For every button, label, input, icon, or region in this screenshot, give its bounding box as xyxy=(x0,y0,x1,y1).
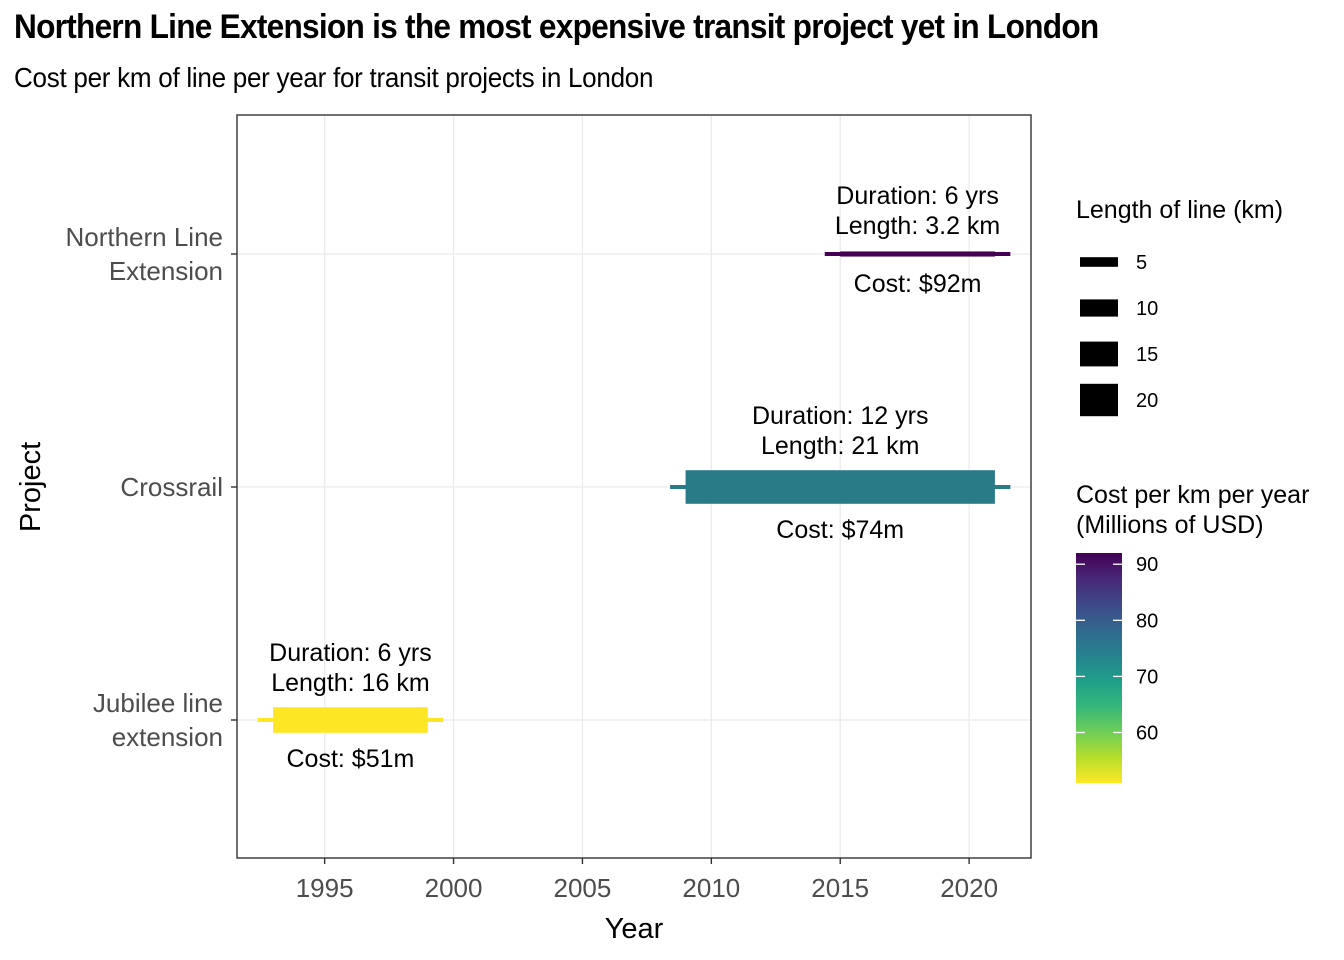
size-legend-label: 20 xyxy=(1136,390,1158,412)
x-tick-label: 2000 xyxy=(425,873,483,903)
colorbar xyxy=(1076,553,1122,783)
colorbar-label: 80 xyxy=(1136,610,1158,632)
size-legend-key xyxy=(1080,341,1118,367)
size-legend-label: 5 xyxy=(1136,252,1147,274)
size-legend-label: 15 xyxy=(1136,344,1158,366)
duration-label: Duration: 12 yrs xyxy=(752,402,928,430)
size-legend-key xyxy=(1080,299,1118,317)
duration-label: Duration: 6 yrs xyxy=(269,639,432,667)
x-tick-label: 2015 xyxy=(811,873,869,903)
x-tick-label: 1995 xyxy=(296,873,354,903)
colorbar-label: 90 xyxy=(1136,554,1158,576)
bars xyxy=(257,251,1011,733)
project-bar xyxy=(273,707,428,733)
cost-label: Cost: $92m xyxy=(854,270,982,298)
y-tick-label: Extension xyxy=(109,256,223,286)
y-axis: Northern Line Extension Crossrail Jubilee l… xyxy=(65,222,237,752)
color-legend: Cost per km per year(Millions of USD) 60 7… xyxy=(1076,481,1309,783)
size-legend-key xyxy=(1080,383,1118,417)
x-tick-label: 2020 xyxy=(940,873,998,903)
color-legend-title: (Millions of USD) xyxy=(1076,511,1264,539)
x-axis-title: Year xyxy=(605,913,664,945)
size-legend: Length of line (km) 5 10 15 20 xyxy=(1076,196,1283,417)
size-legend-label: 10 xyxy=(1136,298,1158,320)
size-legend-key xyxy=(1080,257,1118,267)
project-bar xyxy=(840,251,995,257)
length-label: Length: 21 km xyxy=(761,432,919,460)
x-tick-label: 2010 xyxy=(682,873,740,903)
cost-label: Cost: $74m xyxy=(776,516,904,544)
color-legend-title: Cost per km per year xyxy=(1076,481,1309,509)
length-label: Length: 3.2 km xyxy=(835,212,1000,240)
colorbar-label: 70 xyxy=(1136,666,1158,688)
size-legend-title: Length of line (km) xyxy=(1076,196,1283,224)
x-tick-label: 2005 xyxy=(554,873,612,903)
length-label: Length: 16 km xyxy=(271,669,429,697)
chart-title: Northern Line Extension is the most expe… xyxy=(14,8,1099,46)
x-axis: 1995 2000 2005 2010 2015 2020 xyxy=(296,858,998,903)
chart-subtitle: Cost per km of line per year for transit… xyxy=(14,62,654,93)
y-tick-label: extension xyxy=(112,722,223,752)
y-tick-label: Jubilee line xyxy=(93,688,223,718)
y-axis-title: Project xyxy=(15,442,47,532)
project-bar xyxy=(685,470,995,504)
y-tick-label: Northern Line xyxy=(65,222,223,252)
colorbar-label: 60 xyxy=(1136,723,1158,745)
y-tick-label: Crossrail xyxy=(120,472,223,502)
cost-label: Cost: $51m xyxy=(287,745,415,773)
duration-label: Duration: 6 yrs xyxy=(836,182,999,210)
